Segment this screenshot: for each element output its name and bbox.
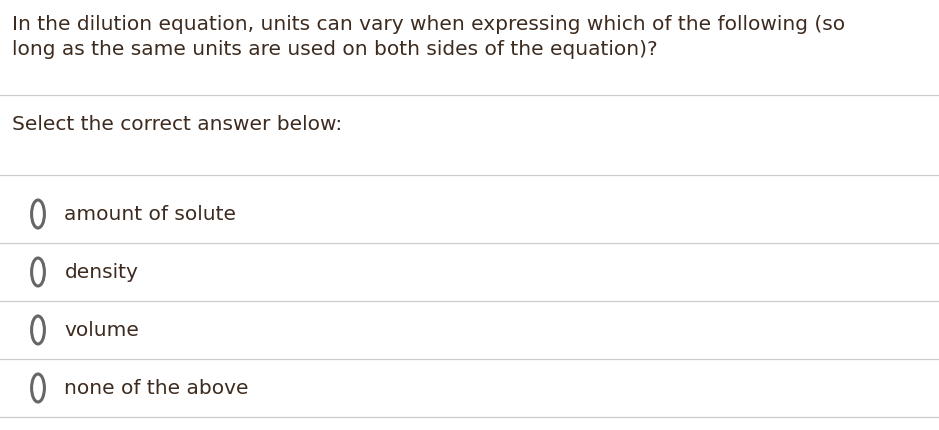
Text: Select the correct answer below:: Select the correct answer below: xyxy=(12,115,342,134)
Text: long as the same units are used on both sides of the equation)?: long as the same units are used on both … xyxy=(12,40,657,59)
Text: none of the above: none of the above xyxy=(65,378,249,397)
Text: volume: volume xyxy=(65,320,139,340)
Text: density: density xyxy=(65,262,138,282)
Text: In the dilution equation, units can vary when expressing which of the following : In the dilution equation, units can vary… xyxy=(12,15,845,34)
Text: amount of solute: amount of solute xyxy=(65,205,237,224)
